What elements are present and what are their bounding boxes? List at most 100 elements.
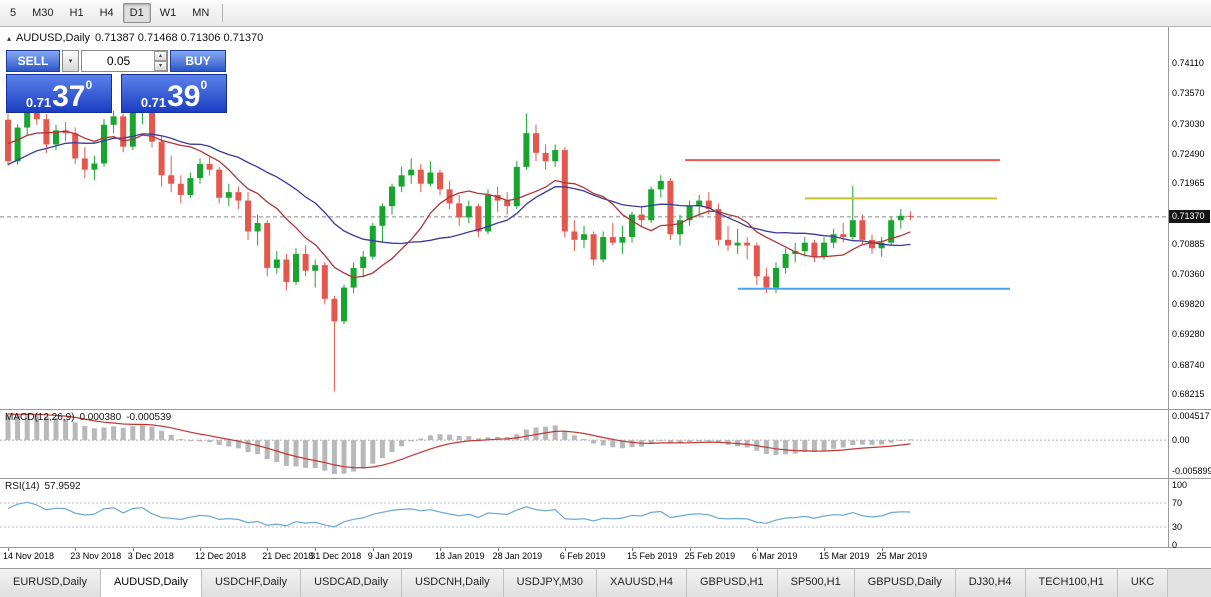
time-axis-tick bbox=[564, 548, 566, 551]
ask-price-display[interactable]: 0.71 39 0 bbox=[121, 74, 227, 113]
tab-gbpusd-daily[interactable]: GBPUSD,Daily bbox=[854, 569, 956, 597]
tab-xauusd-h4[interactable]: XAUUSD,H4 bbox=[597, 569, 687, 597]
time-axis-label: 18 Jan 2019 bbox=[435, 551, 485, 561]
chevron-down-icon: ▾ bbox=[158, 63, 162, 69]
time-axis-label: 9 Jan 2019 bbox=[367, 551, 413, 561]
price-axis-label: 0.70360 bbox=[1172, 268, 1205, 279]
tab-sp500-h1[interactable]: SP500,H1 bbox=[777, 569, 855, 597]
macd-axis-label: -0.005899 bbox=[1172, 466, 1211, 477]
chart-tab-bar: EURUSD,Daily AUDUSD,Daily USDCHF,Daily USDC… bbox=[0, 568, 1211, 597]
volume-dropdown-button[interactable]: ▾ bbox=[62, 50, 79, 72]
chevron-down-icon: ▾ bbox=[68, 58, 73, 65]
ma-slow-line bbox=[7, 133, 911, 247]
rsi-axis-label: 70 bbox=[1172, 498, 1183, 508]
pane-separator[interactable] bbox=[0, 409, 1211, 410]
macd-indicator-pane[interactable] bbox=[0, 410, 1168, 478]
time-axis-tick bbox=[132, 548, 134, 551]
time-axis-tick bbox=[440, 548, 441, 551]
rsi-name: RSI(14) bbox=[5, 481, 40, 492]
time-axis-label: 6 Mar 2019 bbox=[751, 551, 798, 561]
buy-button[interactable]: BUY bbox=[170, 50, 226, 72]
rsi-indicator-pane[interactable] bbox=[0, 479, 1168, 547]
volume-decrease-button[interactable]: ▾ bbox=[154, 61, 167, 71]
time-axis-tick bbox=[756, 548, 758, 551]
rsi-axis-label: 100 bbox=[1172, 480, 1188, 490]
ask-price-point: 0 bbox=[200, 78, 208, 92]
macd-label: MACD(12,26,9) 0.000380 -0.000539 bbox=[5, 412, 176, 423]
time-axis-tick bbox=[632, 548, 633, 551]
period-button-d1[interactable]: D1 bbox=[122, 3, 151, 23]
period-button-mn[interactable]: MN bbox=[185, 3, 216, 23]
price-axis-label: 0.68740 bbox=[1172, 359, 1205, 370]
macd-axis-label: 0.004517 bbox=[1172, 411, 1210, 422]
pane-separator[interactable] bbox=[0, 478, 1211, 479]
time-axis-tick bbox=[881, 548, 883, 551]
macd-signal-line bbox=[7, 413, 911, 469]
bid-price-display[interactable]: 0.71 37 0 bbox=[6, 74, 112, 113]
macd-signal-value: -0.000539 bbox=[126, 412, 172, 423]
rsi-line bbox=[7, 501, 911, 528]
time-axis-label: 15 Feb 2019 bbox=[627, 551, 678, 561]
macd-name: MACD(12,26,9) bbox=[5, 412, 75, 423]
current-price-badge: 0.71370 bbox=[1169, 210, 1210, 224]
chart-ohlc-values: 0.71387 0.71468 0.71306 0.71370 bbox=[94, 32, 264, 44]
tab-tech100-h1[interactable]: TECH100,H1 bbox=[1025, 569, 1118, 597]
tab-audusd-daily[interactable]: AUDUSD,Daily bbox=[100, 569, 202, 597]
tab-usdjpy-m30[interactable]: USDJPY,M30 bbox=[503, 569, 598, 597]
volume-stepper: ▴ ▾ bbox=[154, 51, 167, 71]
price-axis-label: 0.72490 bbox=[1172, 148, 1205, 159]
macd-axis-label: 0.00 bbox=[1172, 435, 1190, 446]
chevron-up-icon: ▴ bbox=[158, 53, 162, 59]
timeframe-toolbar: 5 M30 H1 H4 D1 W1 MN bbox=[0, 0, 1211, 27]
price-axis-label: 0.69280 bbox=[1172, 329, 1205, 340]
volume-field-wrap: ▴ ▾ bbox=[81, 50, 168, 72]
price-axis-label: 0.69820 bbox=[1172, 298, 1205, 309]
time-axis-label: 25 Feb 2019 bbox=[684, 551, 736, 561]
tab-dj30-h4[interactable]: DJ30,H4 bbox=[955, 569, 1026, 597]
period-button-w1[interactable]: W1 bbox=[153, 3, 184, 23]
period-button-h4[interactable]: H4 bbox=[93, 3, 121, 23]
tab-ukc[interactable]: UKC bbox=[1117, 569, 1169, 597]
ma-fast-line bbox=[7, 130, 911, 279]
tab-usdcad-daily[interactable]: USDCAD,Daily bbox=[301, 569, 403, 597]
volume-input[interactable] bbox=[81, 50, 168, 72]
price-axis-label: 0.73030 bbox=[1172, 118, 1205, 129]
time-axis-tick bbox=[824, 548, 825, 551]
ask-price-prefix: 0.71 bbox=[140, 95, 167, 110]
tab-usdchf-daily[interactable]: USDCHF,Daily bbox=[201, 569, 302, 597]
time-axis-label: 3 Dec 2018 bbox=[127, 551, 174, 561]
time-axis-label: 21 Dec 2018 bbox=[262, 551, 314, 561]
period-button-5[interactable]: 5 bbox=[3, 3, 23, 23]
volume-increase-button[interactable]: ▴ bbox=[154, 51, 167, 61]
price-axis-label: 0.74110 bbox=[1172, 58, 1204, 68]
rsi-axis-label: 0 bbox=[1172, 540, 1178, 550]
bid-price-point: 0 bbox=[85, 78, 93, 92]
time-axis-tick bbox=[200, 548, 201, 551]
macd-main-value: 0.000380 bbox=[79, 412, 122, 423]
time-axis-tick bbox=[75, 548, 77, 551]
time-axis-label: 6 Feb 2019 bbox=[559, 551, 606, 561]
time-axis-label: 12 Dec 2018 bbox=[195, 551, 247, 561]
time-axis-label: 31 Dec 2018 bbox=[310, 551, 362, 561]
symbol-arrow-icon: ▴ bbox=[7, 34, 12, 43]
chart-header: ▴ AUDUSD,Daily 0.71387 0.71468 0.71306 0.7… bbox=[7, 32, 268, 44]
bid-price-pips: 37 bbox=[52, 80, 86, 113]
time-axis-label: 25 Mar 2019 bbox=[876, 551, 928, 561]
rsi-axis-label: 30 bbox=[1172, 522, 1183, 532]
price-axis-label: 0.71965 bbox=[1172, 178, 1205, 189]
time-axis-label: 14 Nov 2018 bbox=[3, 551, 55, 561]
chart-symbol-label: AUDUSD,Daily bbox=[16, 32, 90, 44]
time-axis-label: 15 Mar 2019 bbox=[819, 551, 870, 561]
pane-separator bbox=[0, 547, 1211, 548]
rsi-label: RSI(14) 57.9592 bbox=[5, 481, 86, 492]
time-axis-tick bbox=[8, 548, 9, 551]
sell-button[interactable]: SELL bbox=[6, 50, 60, 72]
bid-price-prefix: 0.71 bbox=[25, 95, 52, 110]
tab-usdcnh-daily[interactable]: USDCNH,Daily bbox=[402, 569, 504, 597]
tab-gbpusd-h1[interactable]: GBPUSD,H1 bbox=[687, 569, 778, 597]
period-button-m30[interactable]: M30 bbox=[25, 3, 60, 23]
period-button-h1[interactable]: H1 bbox=[63, 3, 91, 23]
tab-eurusd-daily[interactable]: EURUSD,Daily bbox=[0, 569, 101, 597]
price-axis-separator bbox=[1168, 27, 1169, 547]
